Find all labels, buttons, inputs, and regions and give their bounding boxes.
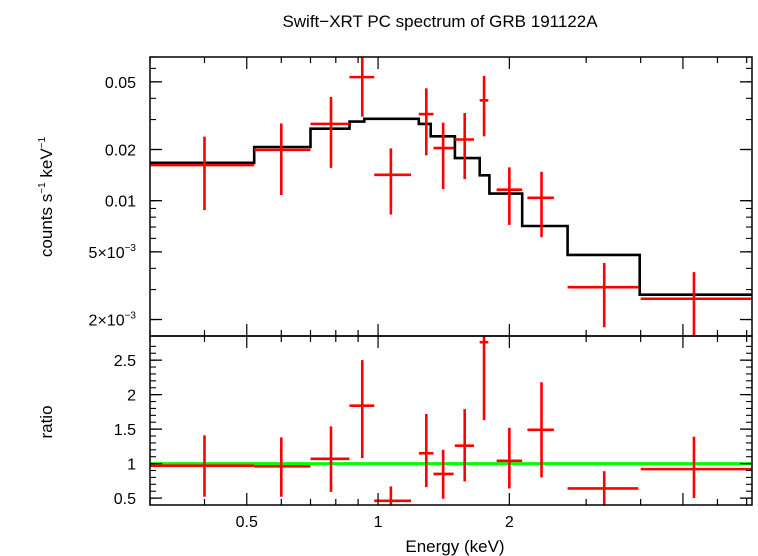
spectrum-data-point: [567, 263, 639, 328]
ratio-tick-label: 0.5: [114, 491, 136, 508]
ratio-data-point: [254, 437, 311, 497]
y-tick-label: 2×10−3: [89, 311, 137, 330]
x-tick-label: 1: [374, 514, 383, 531]
ratio-data-point: [479, 336, 489, 421]
y-tick-label: 0.01: [105, 194, 136, 211]
ratio-data-point: [496, 427, 523, 489]
spectrum-data-point: [479, 75, 489, 137]
ratio-tick-label: 1: [127, 457, 136, 474]
spectrum-panel: 0.05 0.02 0.01 5×10−3 2×10−3: [89, 56, 753, 337]
ratio-data-point: [374, 486, 412, 505]
spectrum-data-point: [527, 171, 554, 238]
chart-title: Swift−XRT PC spectrum of GRB 191122A: [282, 12, 598, 31]
ratio-data-point: [567, 471, 639, 505]
spectrum-data-point: [496, 167, 523, 225]
ratio-tick-label: 1.5: [114, 422, 136, 439]
spectrum-data-point: [640, 272, 752, 336]
counts-axis-label-main: counts s: [37, 194, 56, 257]
spectrum-data-point: [374, 148, 412, 215]
ratio-tick-label: 2: [127, 388, 136, 405]
ratio-tick-label: 2.5: [114, 353, 136, 370]
ratio-data-point: [418, 413, 434, 488]
y-tick-label: 0.02: [105, 143, 136, 160]
ratio-data-point: [454, 409, 475, 482]
x-tick-label: 2: [505, 514, 514, 531]
spectrum-data-point: [418, 88, 434, 156]
ratio-frame: [149, 335, 753, 506]
ratio-data-point: [527, 382, 554, 478]
x-axis-label: Energy (keV): [405, 537, 504, 556]
y-tick-label: 0.05: [105, 75, 136, 92]
counts-axis-label-mid: keV: [37, 148, 56, 183]
model-step-line: [150, 117, 752, 296]
y-tick-label: 5×10−3: [89, 243, 137, 262]
counts-axis-label-sup2: −1: [37, 136, 48, 148]
ratio-data-point: [640, 436, 752, 499]
ratio-axis-label: ratio: [37, 405, 56, 438]
spectrum-data-point: [454, 112, 475, 180]
ratio-panel: 0.5 1 1.5 2 2.5 0.5 1 2: [114, 335, 753, 531]
x-tick-label: 0.5: [236, 514, 258, 531]
spectrum-data-point: [150, 136, 255, 211]
ratio-data-point: [310, 426, 350, 492]
ratio-data-point: [349, 360, 375, 459]
spectrum-data-point: [254, 123, 311, 196]
ratio-data-point: [433, 449, 454, 499]
spectrum-data-point: [310, 96, 350, 168]
counts-axis-label: counts s−1 keV−1: [37, 136, 56, 257]
counts-axis-label-sup1: −1: [37, 182, 48, 194]
spectrum-data-point: [349, 57, 375, 117]
ratio-data-point: [150, 435, 255, 497]
figure-labels: Swift−XRT PC spectrum of GRB 191122A Ene…: [37, 12, 598, 556]
spectrum-data-point: [433, 122, 454, 190]
